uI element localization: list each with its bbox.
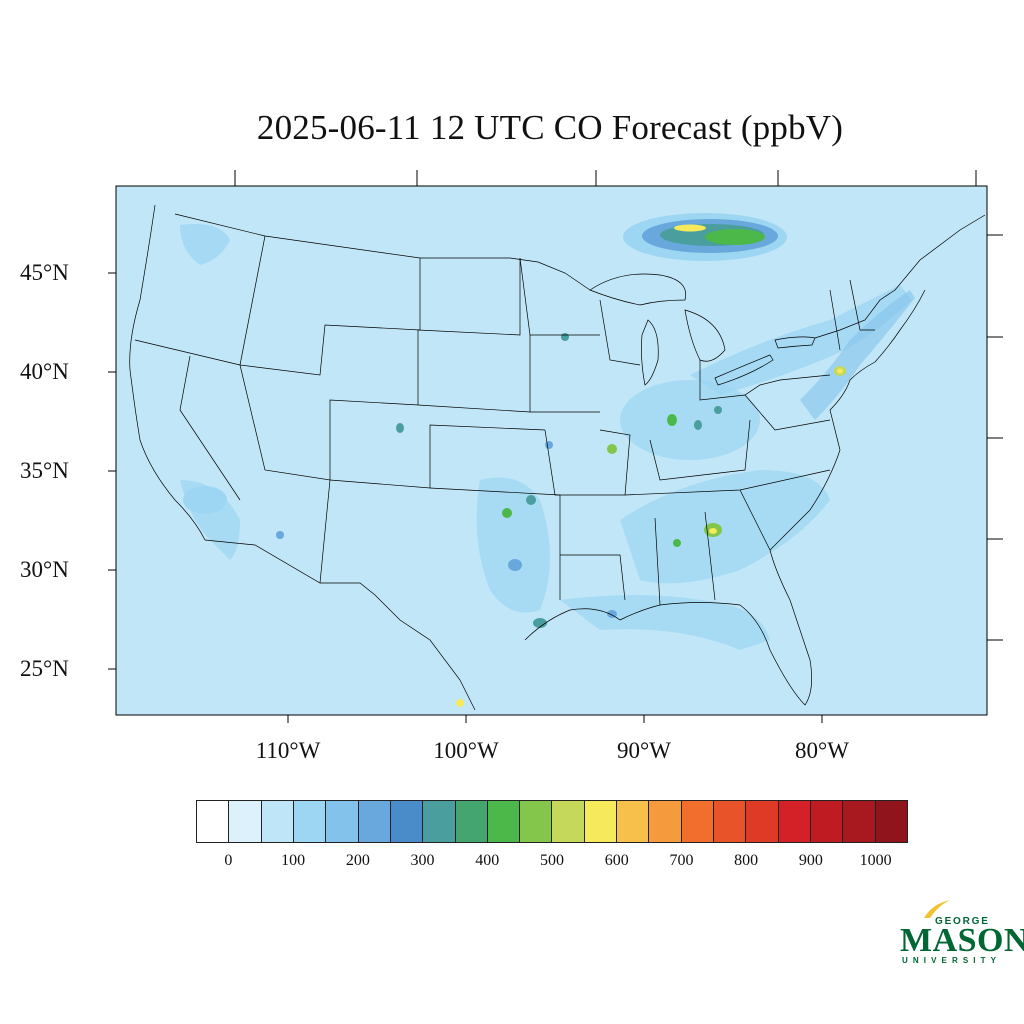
colorbar-swatch [197,801,230,842]
colorbar-swatch [778,801,811,842]
colorbar-tick-label: 100 [281,852,306,869]
colorbar-swatch [326,801,359,842]
colorbar-tick-label: 1000 [859,852,892,869]
colorbar-swatch [229,801,262,842]
lon-label-80w: 80°W [795,738,849,763]
phoenix-hotspot [276,531,284,539]
detroit-hotspot [714,406,722,414]
colorbar-swatch [520,801,553,842]
colorbar-swatch [552,801,585,842]
colorbar-tick-label: 600 [604,852,629,869]
colorbar-swatch [681,801,714,842]
colorbar-swatch [390,801,424,842]
logo-swoosh-icon [924,900,950,918]
logo-mason-text: MASON [900,922,1024,959]
colorbar-swatch [584,801,618,842]
lake-huron [684,309,726,362]
ne-coast [800,290,915,420]
colorbar-labels: 0 100 200 300 400 500 600 700 800 900 1000 [0,852,1024,876]
colorbar-tick-label: 200 [345,852,370,869]
lon-label-100w: 100°W [433,738,499,763]
bham-hotspot [673,539,681,547]
colorbar-tick-label: 0 [224,852,233,869]
colorbar-swatch [810,801,844,842]
colorbar-tick-label: 900 [798,852,823,869]
colorbar-swatch [617,801,650,842]
southeast-haze [620,470,830,584]
monterrey-hotspot [456,699,464,707]
map-background [115,185,988,716]
lat-label-25n: 25°N [20,656,69,681]
lon-label-90w: 90°W [617,738,671,763]
kc-hotspot [545,441,553,449]
minneapolis-hotspot [561,333,569,341]
colorbar-swatch [649,801,682,842]
texas-haze [476,477,550,613]
san-antonio-hotspot [508,559,522,571]
colorbar-swatch [843,801,876,842]
atlanta-core [709,528,717,534]
lat-label-45n: 45°N [20,260,69,285]
chart-title: 2025-06-11 12 UTC CO Forecast (ppbV) [256,108,844,147]
pnw-haze [180,224,230,265]
indy-hotspot [694,420,702,430]
colorbar-swatch [487,801,521,842]
lon-label-110w: 110°W [255,738,321,763]
colorbar [196,800,908,843]
colorbar-tick-label: 700 [669,852,694,869]
nyc-core [837,368,843,374]
colorbar-swatch [714,801,747,842]
lat-label-30n: 30°N [20,557,69,582]
colorbar-swatch [455,801,488,842]
dallas-hotspot [502,508,512,518]
houston-hotspot [533,618,547,628]
colorbar-tick-label: 300 [410,852,435,869]
la-haze [183,486,227,514]
lake-superior [589,273,687,306]
colorbar-swatch [875,801,907,842]
lake-erie [714,354,774,386]
colorbar-tick-label: 800 [734,852,759,869]
lat-label-40n: 40°N [20,359,69,384]
gmu-logo: GEORGE MASON UNIVERSITY [898,898,1024,968]
axis-ticks [108,170,1003,723]
lake-ontario [774,336,816,349]
colorbar-tick-label: 500 [540,852,564,869]
colorbar-swatch [423,801,456,842]
boundary-lines [129,204,986,711]
stlouis-hotspot [607,444,617,454]
co-concentration-overlay [180,213,915,707]
midwest-haze [620,380,760,460]
denver-hotspot [396,423,404,433]
logo-university-text: UNIVERSITY [902,956,1002,965]
chicago-hotspot [667,414,677,426]
plume-peak [674,224,706,232]
lake-michigan [641,319,659,386]
logo-george-text: GEORGE [935,916,990,927]
colorbar-swatch [293,801,327,842]
lat-label-35n: 35°N [20,458,69,483]
plume-core [705,229,765,245]
colorbar-swatch [746,801,779,842]
colorbar-tick-label: 400 [475,852,500,869]
colorbar-swatch [261,801,294,842]
okc-hotspot [526,495,536,505]
colorbar-swatch [358,801,391,842]
gulf-coast-haze [560,595,770,650]
